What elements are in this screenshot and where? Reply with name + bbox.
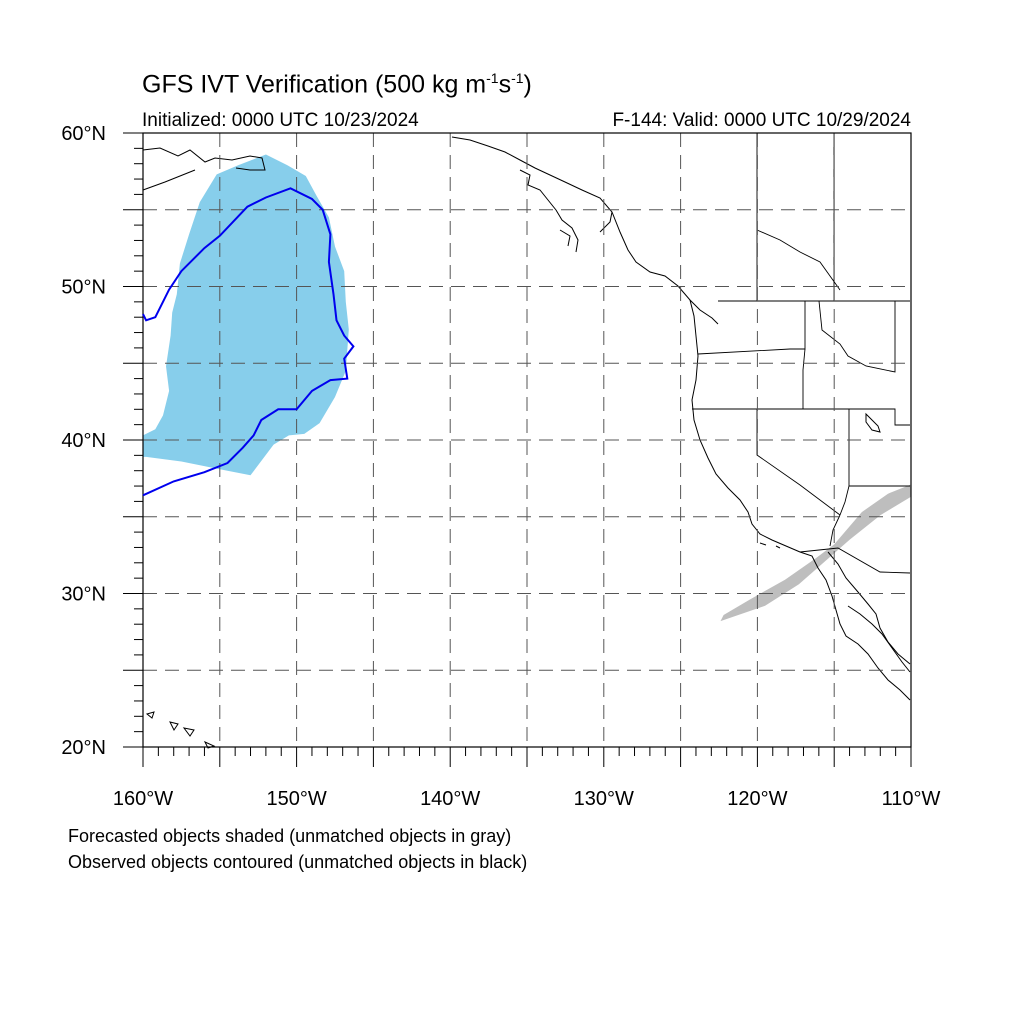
canada-north-lakes: [756, 229, 841, 291]
id-mt-border: [818, 300, 896, 373]
objects-layer: [143, 154, 911, 622]
lon-label-120: 120°W: [727, 788, 787, 810]
lon-label-130: 130°W: [574, 788, 634, 810]
legend-note-forecast: Forecasted objects shaded (unmatched obj…: [68, 826, 512, 846]
lon-label-140: 140°W: [420, 788, 480, 810]
lat-label-30: 30°N: [61, 584, 106, 606]
axis-labels: 60°N 50°N 40°N 30°N 20°N 160°W 150°W 140°W 130°W…: [61, 123, 940, 810]
or-id-border: [802, 348, 806, 409]
channel-islands: [759, 542, 781, 549]
canada-province-border: [756, 133, 835, 301]
wa-or-border: [697, 301, 806, 355]
us-mexico-border: [799, 547, 911, 574]
nv-ut-border: [848, 409, 910, 487]
graticule: [143, 133, 911, 747]
nv-az-border: [839, 485, 850, 516]
observed-matched-contour: [142, 187, 355, 497]
alaska-peninsula-west: [142, 147, 266, 191]
alaska-coastline: [451, 136, 719, 325]
ca-nv-border: [756, 409, 841, 516]
lon-label-110: 110°W: [882, 788, 941, 810]
lat-label-60: 60°N: [61, 123, 106, 145]
lat-label-50: 50°N: [61, 277, 106, 299]
forecast-matched-object: [143, 154, 349, 476]
hawaii-islands: [145, 711, 216, 749]
initialized-label: Initialized: 0000 UTC 10/23/2024: [142, 110, 419, 131]
axis-ticks: [123, 132, 912, 767]
baja-inner-coast: [827, 551, 911, 665]
legend-note-observed: Observed objects contoured (unmatched ob…: [68, 852, 528, 872]
us-west-coast: [689, 299, 911, 701]
mainland-mexico-coast: [847, 605, 911, 673]
map-title: GFS IVT Verification (500 kg m-1s-1): [142, 70, 532, 99]
or-ca-nv-border: [692, 408, 910, 426]
coastlines: [142, 136, 911, 749]
az-ca-border: [829, 514, 841, 547]
lon-label-160: 160°W: [113, 788, 173, 810]
lat-label-40: 40°N: [61, 430, 106, 452]
great-salt-lake: [865, 412, 881, 433]
valid-time-label: F-144: Valid: 0000 UTC 10/29/2024: [612, 110, 911, 131]
lon-label-150: 150°W: [266, 788, 326, 810]
forecast-unmatched-object: [720, 484, 911, 622]
lat-label-20: 20°N: [61, 737, 106, 759]
